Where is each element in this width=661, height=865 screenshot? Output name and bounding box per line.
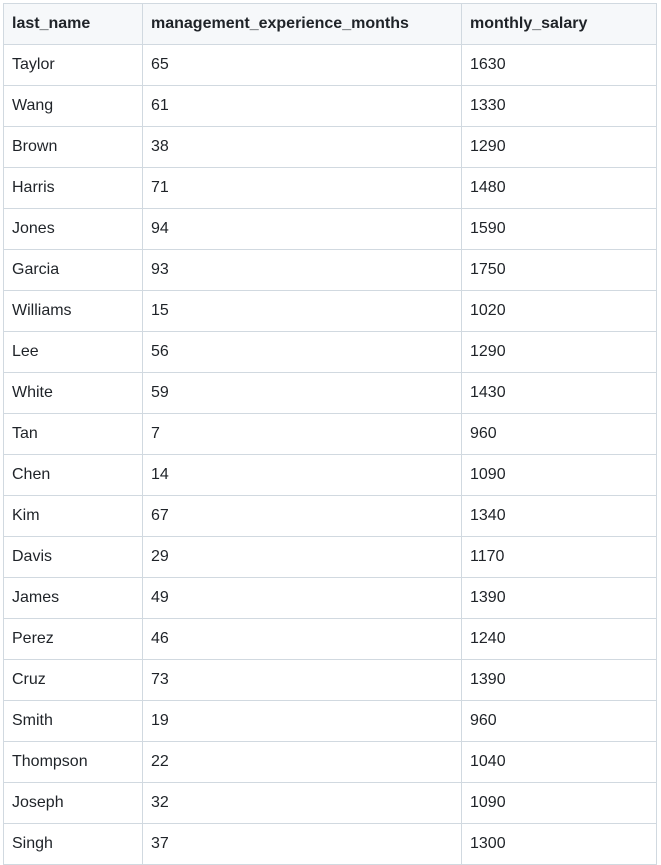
table-row: Lee 56 1290 — [3, 331, 657, 373]
table-row: Davis 29 1170 — [3, 536, 657, 578]
monthly-salary-cell: 1090 — [461, 782, 657, 824]
last-name-cell: Chen — [3, 454, 143, 496]
management-experience-months-cell: 46 — [142, 618, 462, 660]
table-row: Perez 46 1240 — [3, 618, 657, 660]
last-name-cell: Smith — [3, 700, 143, 742]
table-row: Kim 67 1340 — [3, 495, 657, 537]
monthly-salary-cell: 1290 — [461, 331, 657, 373]
monthly-salary-cell: 1590 — [461, 208, 657, 250]
monthly-salary-cell: 960 — [461, 413, 657, 455]
management-experience-months-cell: 37 — [142, 823, 462, 865]
monthly-salary-cell: 1390 — [461, 659, 657, 701]
last-name-cell: Cruz — [3, 659, 143, 701]
last-name-cell: Wang — [3, 85, 143, 127]
last-name-cell: James — [3, 577, 143, 619]
management-experience-months-cell: 7 — [142, 413, 462, 455]
management-experience-months-cell: 94 — [142, 208, 462, 250]
monthly-salary-cell: 1480 — [461, 167, 657, 209]
management-experience-months-cell: 61 — [142, 85, 462, 127]
monthly-salary-cell: 1750 — [461, 249, 657, 291]
management-experience-months-cell: 38 — [142, 126, 462, 168]
last-name-cell: Kim — [3, 495, 143, 537]
table-row: Tan 7 960 — [3, 413, 657, 455]
column-header-management-experience-months[interactable]: management_experience_months — [142, 3, 462, 45]
last-name-cell: Davis — [3, 536, 143, 578]
monthly-salary-cell: 1390 — [461, 577, 657, 619]
management-experience-months-cell: 29 — [142, 536, 462, 578]
last-name-cell: Singh — [3, 823, 143, 865]
last-name-cell: Jones — [3, 208, 143, 250]
monthly-salary-cell: 1630 — [461, 44, 657, 86]
last-name-cell: Brown — [3, 126, 143, 168]
table-row: Chen 14 1090 — [3, 454, 657, 496]
last-name-cell: Williams — [3, 290, 143, 332]
monthly-salary-cell: 1300 — [461, 823, 657, 865]
management-experience-months-cell: 49 — [142, 577, 462, 619]
table-row: Taylor 65 1630 — [3, 44, 657, 86]
last-name-cell: Tan — [3, 413, 143, 455]
table-row: Williams 15 1020 — [3, 290, 657, 332]
management-experience-months-cell: 93 — [142, 249, 462, 291]
management-experience-months-cell: 15 — [142, 290, 462, 332]
monthly-salary-cell: 1170 — [461, 536, 657, 578]
management-experience-months-cell: 65 — [142, 44, 462, 86]
management-experience-months-cell: 56 — [142, 331, 462, 373]
management-experience-months-cell: 59 — [142, 372, 462, 414]
monthly-salary-cell: 1040 — [461, 741, 657, 783]
management-experience-months-cell: 67 — [142, 495, 462, 537]
monthly-salary-cell: 1330 — [461, 85, 657, 127]
last-name-cell: Harris — [3, 167, 143, 209]
last-name-cell: Joseph — [3, 782, 143, 824]
monthly-salary-cell: 1020 — [461, 290, 657, 332]
table-row: Joseph 32 1090 — [3, 782, 657, 824]
data-table: last_name management_experience_months m… — [3, 3, 657, 865]
last-name-cell: Garcia — [3, 249, 143, 291]
management-experience-months-cell: 14 — [142, 454, 462, 496]
table-row: Thompson 22 1040 — [3, 741, 657, 783]
monthly-salary-cell: 1240 — [461, 618, 657, 660]
monthly-salary-cell: 1090 — [461, 454, 657, 496]
data-table-container: last_name management_experience_months m… — [3, 3, 657, 865]
table-row: Brown 38 1290 — [3, 126, 657, 168]
last-name-cell: Lee — [3, 331, 143, 373]
monthly-salary-cell: 1340 — [461, 495, 657, 537]
management-experience-months-cell: 73 — [142, 659, 462, 701]
table-body: Taylor 65 1630 Wang 61 1330 Brown 38 1290 Harris 7… — [3, 44, 657, 865]
column-header-monthly-salary[interactable]: monthly_salary — [461, 3, 657, 45]
management-experience-months-cell: 19 — [142, 700, 462, 742]
last-name-cell: White — [3, 372, 143, 414]
monthly-salary-cell: 960 — [461, 700, 657, 742]
last-name-cell: Thompson — [3, 741, 143, 783]
table-row: Singh 37 1300 — [3, 823, 657, 865]
table-row: Garcia 93 1750 — [3, 249, 657, 291]
header-row: last_name management_experience_months m… — [3, 3, 657, 45]
management-experience-months-cell: 22 — [142, 741, 462, 783]
management-experience-months-cell: 32 — [142, 782, 462, 824]
last-name-cell: Perez — [3, 618, 143, 660]
column-header-last-name[interactable]: last_name — [3, 3, 143, 45]
table-row: White 59 1430 — [3, 372, 657, 414]
table-row: Harris 71 1480 — [3, 167, 657, 209]
monthly-salary-cell: 1430 — [461, 372, 657, 414]
table-row: Smith 19 960 — [3, 700, 657, 742]
monthly-salary-cell: 1290 — [461, 126, 657, 168]
table-header: last_name management_experience_months m… — [3, 3, 657, 45]
table-row: Jones 94 1590 — [3, 208, 657, 250]
management-experience-months-cell: 71 — [142, 167, 462, 209]
last-name-cell: Taylor — [3, 44, 143, 86]
table-row: Cruz 73 1390 — [3, 659, 657, 701]
table-row: James 49 1390 — [3, 577, 657, 619]
table-row: Wang 61 1330 — [3, 85, 657, 127]
